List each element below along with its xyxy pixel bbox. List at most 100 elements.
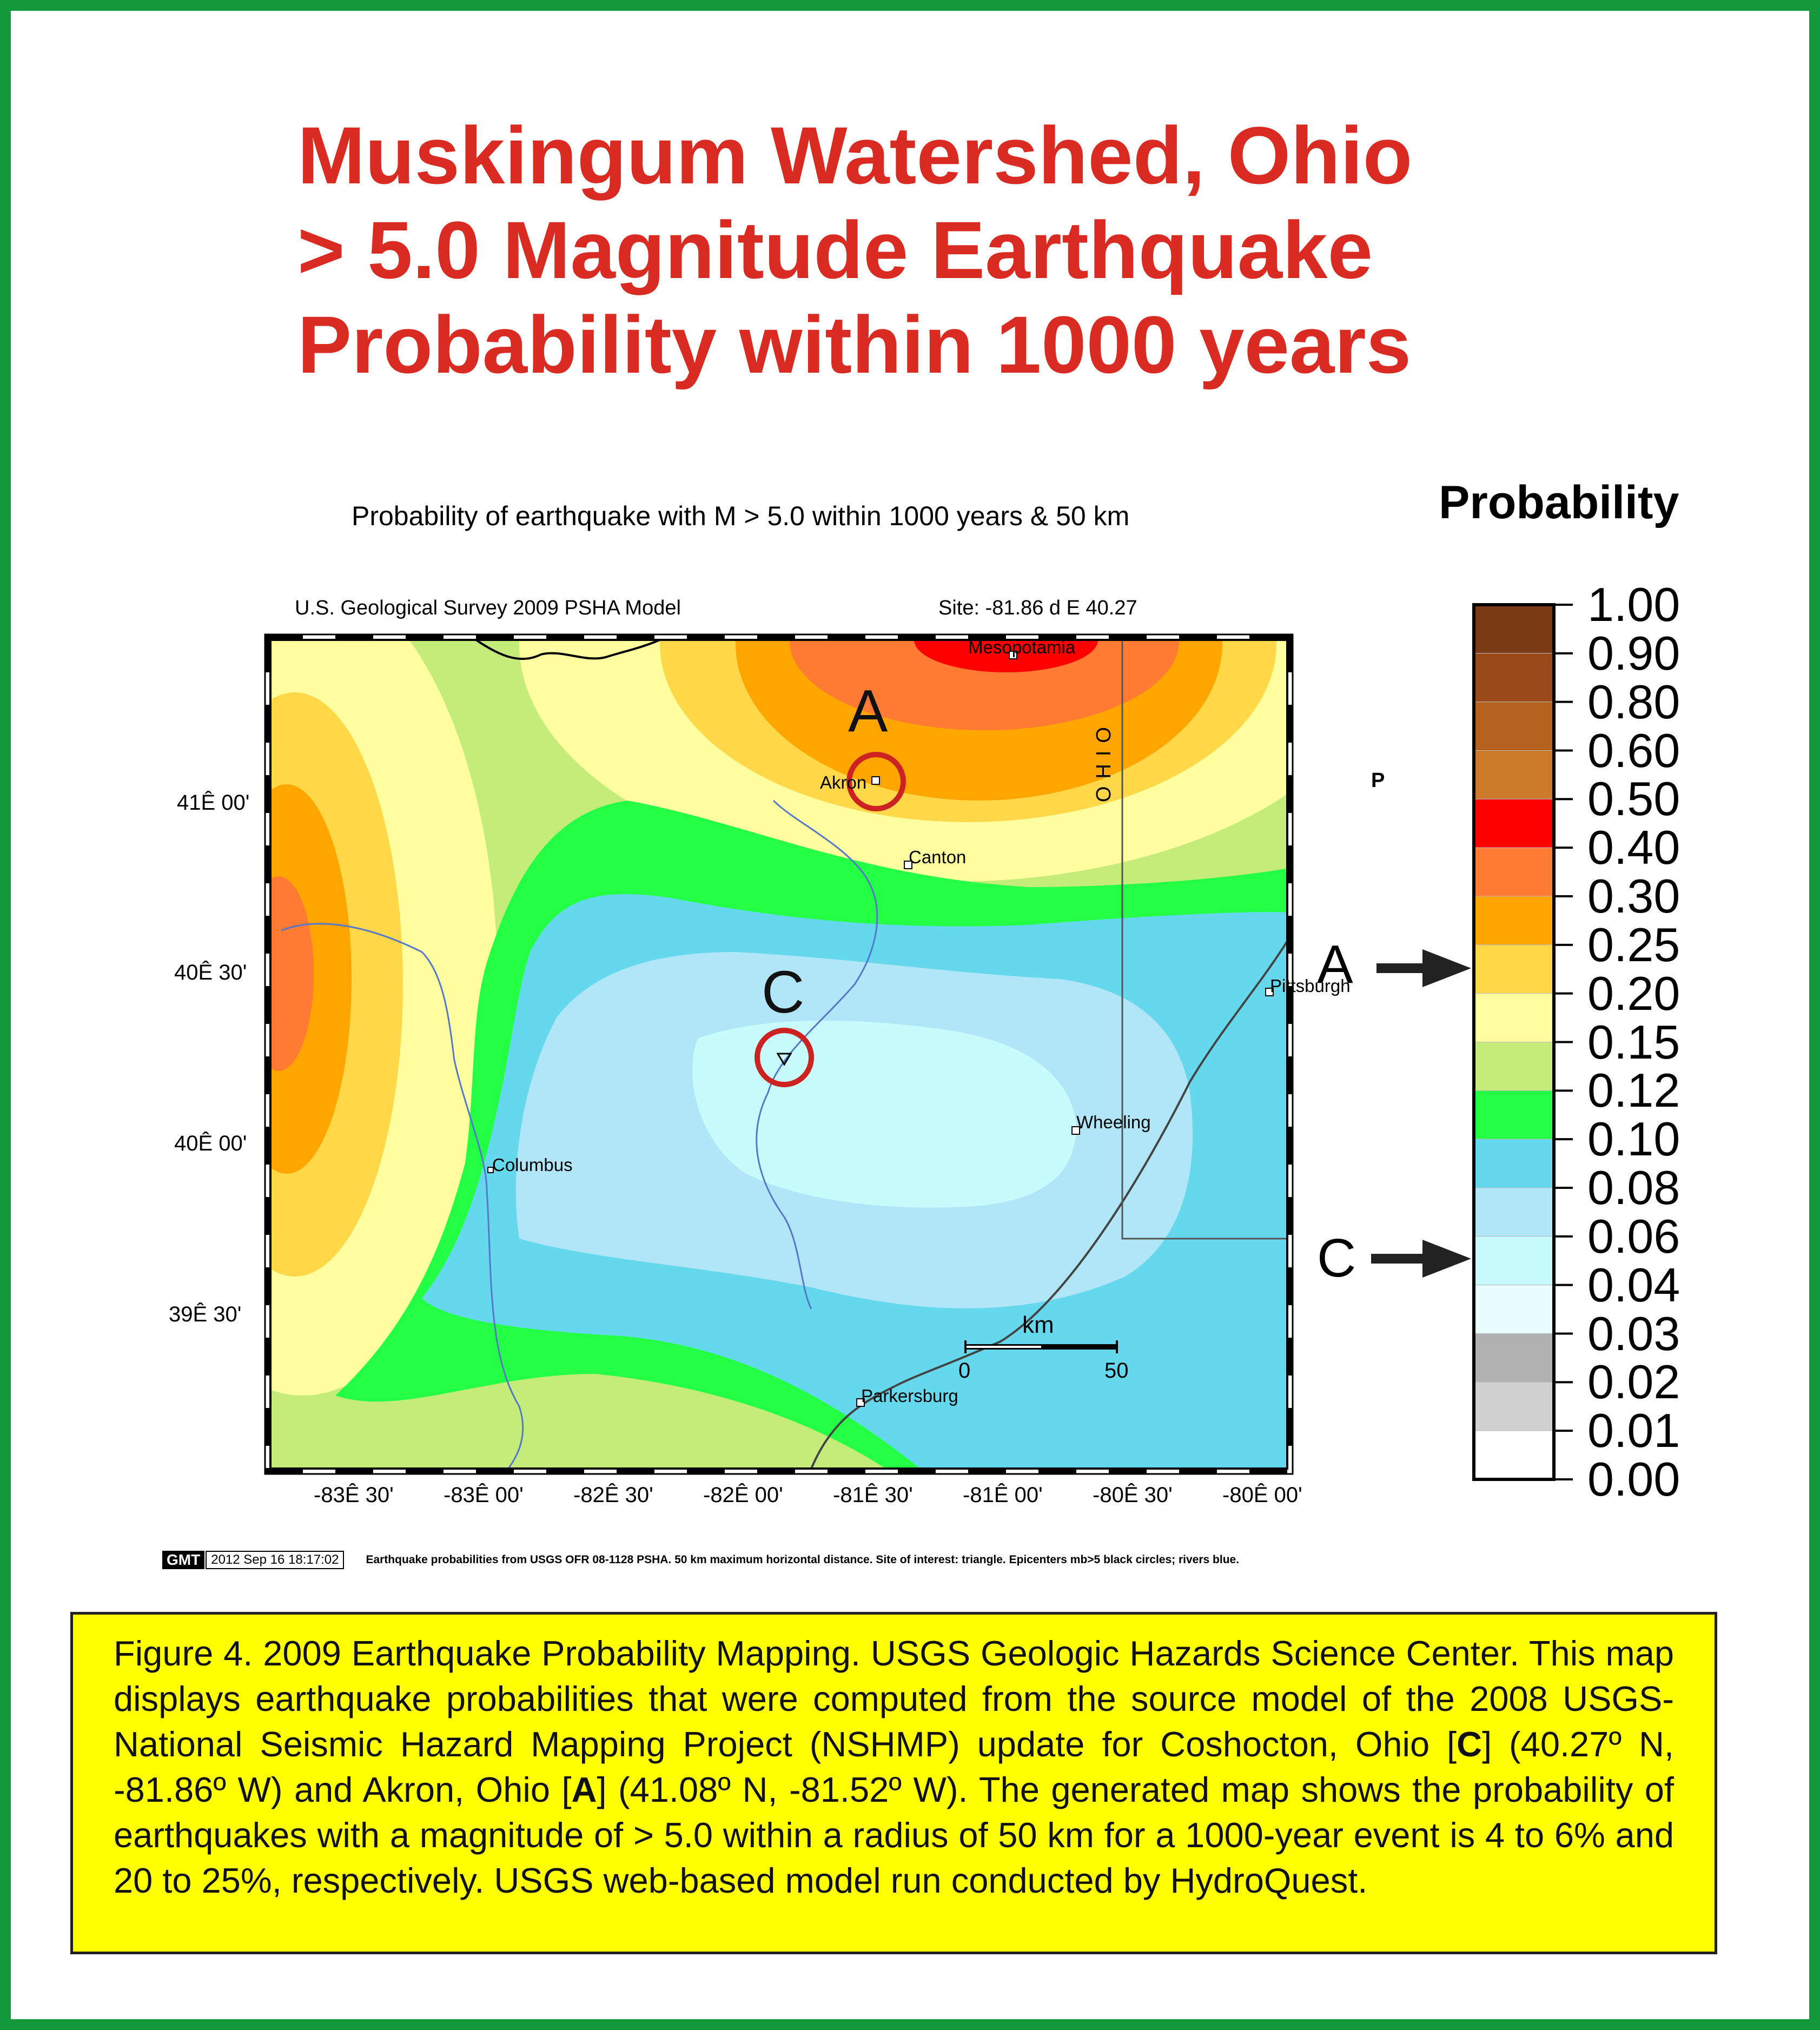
- lon-label-81-00: -81Ê 00': [963, 1483, 1043, 1507]
- legend-swatch: [1473, 702, 1554, 751]
- lon-label-83-00: -83Ê 00': [444, 1483, 524, 1507]
- legend-swatch: [1473, 750, 1554, 799]
- legend-tick-label: 0.06: [1587, 1209, 1680, 1263]
- legend-swatch: [1473, 1042, 1554, 1091]
- legend-tick-label: 1.00: [1587, 578, 1680, 631]
- map-frame: [264, 633, 1294, 1475]
- arrow-c-icon: [1371, 1240, 1471, 1278]
- probability-contours: [270, 640, 1287, 1469]
- contour-north-030: [790, 640, 1179, 730]
- city-markers: [487, 651, 1274, 1407]
- scale-bar: [964, 1340, 1118, 1353]
- site-coordinates: Site: -81.86 d E 40.27: [938, 597, 1137, 619]
- legend-tick-label: 0.10: [1587, 1112, 1680, 1166]
- gmt-date: 2012 Sep 16 18:17:02: [206, 1551, 345, 1569]
- site-a-label: A: [848, 678, 888, 744]
- legend-tick-label: 0.04: [1587, 1258, 1680, 1312]
- lake-erie-shoreline: [475, 640, 660, 660]
- ohio-river-border: [810, 940, 1287, 1469]
- state-border: [1121, 640, 1287, 1240]
- site-triangle-icon: [776, 1053, 792, 1066]
- city-wheeling: Wheeling: [1076, 1112, 1151, 1132]
- title-line-1: Muskingum Watershed, Ohio: [297, 110, 1413, 201]
- arrow-c-label: C: [1317, 1228, 1356, 1288]
- city-canton: Canton: [909, 847, 967, 867]
- lat-label-39-30: 39Ê 30': [169, 1302, 242, 1326]
- legend-swatch: [1473, 1333, 1554, 1383]
- lon-label-83-30: -83Ê 30': [314, 1483, 394, 1507]
- lat-label-41-00: 41Ê 00': [177, 791, 250, 815]
- legend-tick-label: 0.00: [1587, 1452, 1680, 1506]
- model-label: U.S. Geological Survey 2009 PSHA Model: [295, 597, 681, 619]
- legend-tick-label: 0.25: [1587, 917, 1680, 971]
- page-title: Muskingum Watershed, Ohio > 5.0 Magnitud…: [297, 108, 1650, 392]
- gmt-stamp: GMT 2012 Sep 16 18:17:02 Earthquake prob…: [162, 1550, 1239, 1570]
- caption-bold-a: A: [571, 1770, 597, 1809]
- city-akron: Akron: [820, 772, 867, 792]
- legend-tick-label: 0.01: [1587, 1404, 1680, 1458]
- legend-swatch: [1473, 896, 1554, 945]
- legend-tick-label: 0.08: [1587, 1161, 1680, 1214]
- figure-caption: Figure 4. 2009 Earthquake Probability Ma…: [70, 1612, 1717, 1954]
- city-pittsburgh: Pittsburgh: [1270, 976, 1351, 996]
- scioto-river: [281, 923, 524, 1469]
- caption-text-3: ] (41.08º N, -81.52º W). The generated m…: [114, 1770, 1674, 1900]
- scale-start: 0: [958, 1359, 971, 1383]
- lon-label-82-30: -82Ê 30': [573, 1483, 653, 1507]
- arrow-a-label: A: [1317, 934, 1353, 995]
- lon-label-80-30: -80Ê 30': [1093, 1483, 1173, 1507]
- scale-end: 50: [1104, 1359, 1129, 1383]
- legend-tick-label: 0.02: [1587, 1355, 1680, 1409]
- rivers-and-borders: [281, 640, 1287, 1469]
- legend-tick-label: 0.15: [1587, 1015, 1680, 1069]
- legend-tick-label: 0.03: [1587, 1306, 1680, 1360]
- city-parkersburg: Parkersburg: [861, 1386, 958, 1406]
- contour-west-030: [270, 876, 314, 1071]
- legend-title: Probability: [1439, 477, 1679, 528]
- legend-swatch: [1473, 847, 1554, 897]
- legend-tick-label: 0.30: [1587, 869, 1680, 923]
- contour-north-040: [914, 640, 1098, 672]
- caption-text-2: ] (40.27º N, -81.86º W) and Akron, Ohio …: [114, 1724, 1674, 1809]
- legend-tick-label: 0.20: [1587, 966, 1680, 1020]
- site-a-circle: [846, 752, 906, 811]
- contour-004: [692, 1020, 1076, 1208]
- legend-swatch: [1473, 1236, 1554, 1286]
- lat-label-40-30: 40Ê 30': [174, 961, 247, 984]
- lat-label-40-00: 40Ê 00': [174, 1132, 247, 1155]
- legend-swatch: [1473, 604, 1554, 654]
- muskingum-river: [756, 799, 878, 1310]
- legend-tick-label: 0.12: [1587, 1063, 1680, 1118]
- legend-swatch: [1473, 1285, 1554, 1334]
- site-c-circle: [755, 1028, 814, 1087]
- legend-color-bar: [1472, 603, 1573, 1481]
- arrow-a-icon: [1376, 949, 1471, 987]
- legend-tick-label: 0.50: [1587, 772, 1680, 826]
- legend-swatch: [1473, 1139, 1554, 1188]
- city-mesopotamia: Mesopotamia: [968, 637, 1076, 657]
- p-label: P: [1371, 769, 1385, 792]
- caption-text-1: Figure 4. 2009 Earthquake Probability Ma…: [114, 1634, 1674, 1764]
- legend-swatch: [1473, 1381, 1554, 1431]
- lon-label-82-00: -82Ê 00': [703, 1483, 783, 1507]
- city-columbus: Columbus: [492, 1155, 573, 1175]
- title-line-2: > 5.0 Magnitude Earthquake: [297, 204, 1373, 295]
- legend-swatch: [1473, 1090, 1554, 1140]
- gmt-note: Earthquake probabilities from USGS OFR 0…: [366, 1553, 1240, 1566]
- state-label: OHIO: [1093, 719, 1115, 803]
- legend-tick-label: 0.80: [1587, 675, 1680, 729]
- legend-tick-label: 0.90: [1587, 626, 1680, 680]
- legend-swatch: [1473, 1187, 1554, 1237]
- site-c-label: C: [762, 959, 805, 1026]
- legend-tick-label: 0.60: [1587, 723, 1680, 777]
- lon-label-81-30: -81Ê 30': [833, 1483, 913, 1507]
- map-subtitle: Probability of earthquake with M > 5.0 w…: [352, 501, 1130, 531]
- legend-swatch: [1473, 993, 1554, 1042]
- legend-tick-label: 0.40: [1587, 821, 1680, 875]
- legend-swatch: [1473, 944, 1554, 994]
- scale-unit: km: [1022, 1312, 1054, 1338]
- title-line-3: Probability within 1000 years: [297, 299, 1412, 390]
- caption-bold-c: C: [1457, 1724, 1483, 1764]
